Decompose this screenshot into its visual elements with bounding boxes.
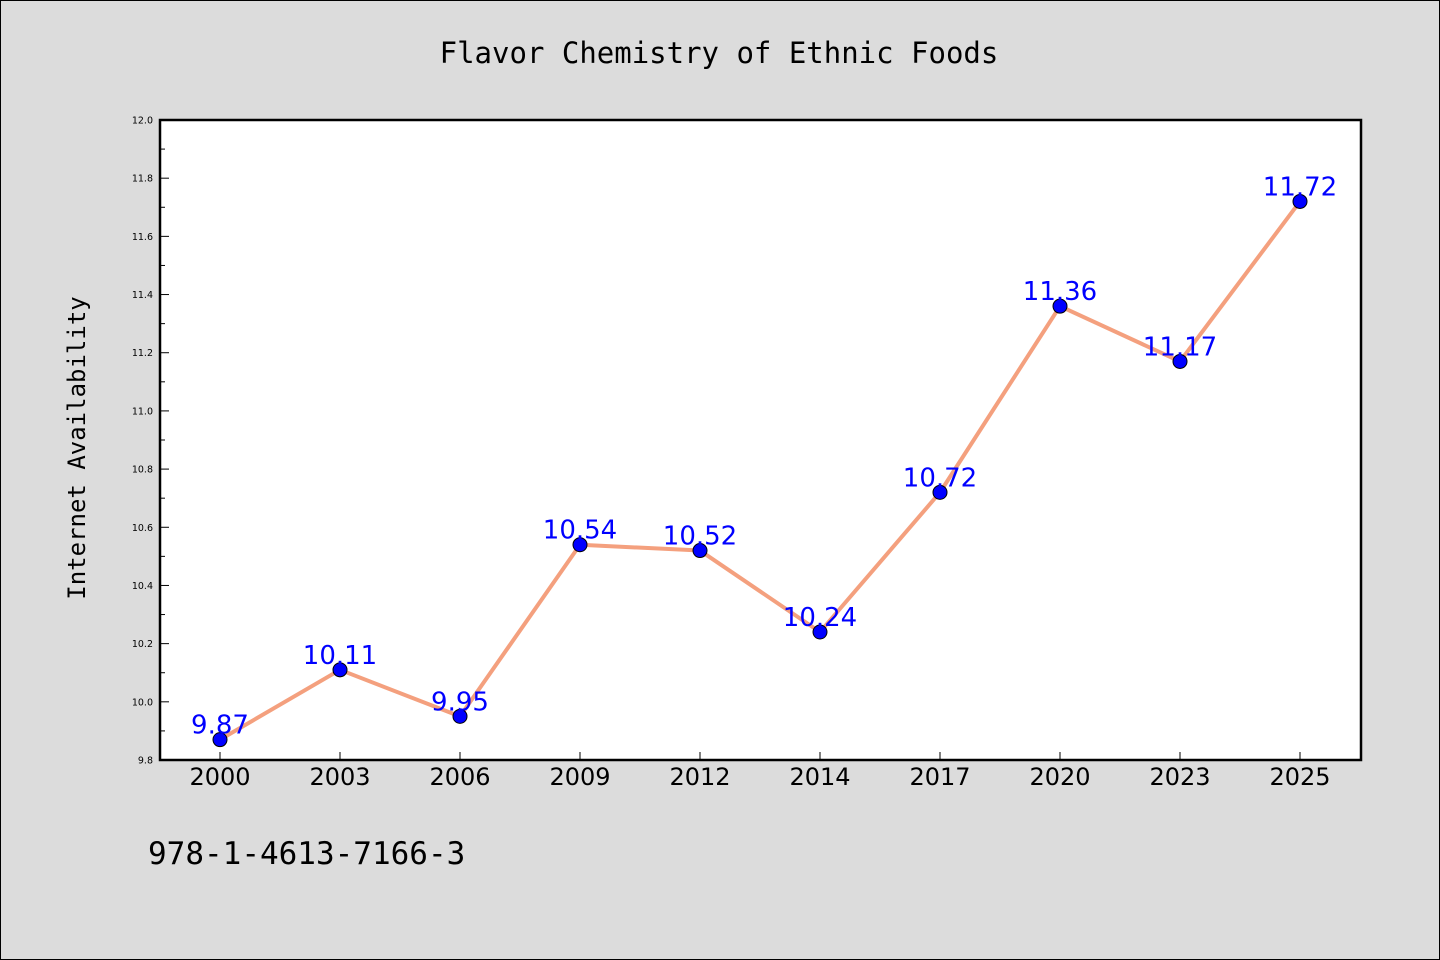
series-line xyxy=(218,200,1302,742)
y-tick-label: 10.0 xyxy=(132,697,153,708)
plot-border xyxy=(158,118,1363,762)
data-label: 10.54 xyxy=(543,516,617,546)
data-label: 9.87 xyxy=(191,711,249,741)
y-tick-label: 10.6 xyxy=(132,523,153,534)
plot-area xyxy=(160,120,1361,760)
data-point xyxy=(1052,298,1068,314)
data-label: 10.24 xyxy=(783,603,857,633)
y-tick-label: 10.8 xyxy=(132,465,153,476)
y-tick-label: 11.0 xyxy=(132,406,153,417)
x-tick-label: 2020 xyxy=(1029,763,1090,791)
chart-title: Flavor Chemistry of Ethnic Foods xyxy=(440,36,999,70)
y-tick-label: 11.2 xyxy=(132,348,153,359)
data-label: 10.72 xyxy=(903,463,977,493)
x-tick-label: 2025 xyxy=(1269,763,1330,791)
axes: 9.8 10.0 10.2 10.4 10.6 10.8 11.0 11.2 11.4 11.6 1… xyxy=(132,116,1363,791)
y-tick-label: 11.4 xyxy=(132,290,153,301)
data-label: 11.36 xyxy=(1023,277,1097,307)
data-label: 11.17 xyxy=(1143,332,1217,362)
y-tick-label: 10.2 xyxy=(132,639,153,650)
data-label: 10.11 xyxy=(303,641,377,671)
y-tick-label: 9.8 xyxy=(138,756,153,767)
series-revenue-line xyxy=(212,193,1308,748)
data-label: 10.52 xyxy=(663,522,737,552)
data-point xyxy=(332,662,348,678)
x-tick-label: 2006 xyxy=(429,763,490,791)
y-tick-label: 11.8 xyxy=(132,174,153,185)
data-point xyxy=(212,732,228,748)
x-tick-label: 2023 xyxy=(1149,763,1210,791)
data-point xyxy=(932,484,948,500)
data-labels: 9.87 10.11 9.95 10.54 10.52 10.24 10.72 11.36 11… xyxy=(191,172,1337,740)
x-tick-label: 2014 xyxy=(789,763,850,791)
x-tick-label: 2012 xyxy=(669,763,730,791)
x-tick-label: 2009 xyxy=(549,763,610,791)
x-tick-label: 2017 xyxy=(909,763,970,791)
data-point xyxy=(1292,193,1308,209)
y-tick-label: 12.0 xyxy=(132,116,153,127)
data-point xyxy=(1172,353,1188,369)
x-tick-label: 2003 xyxy=(309,763,370,791)
footer-isbn: 978-1-4613-7166-3 xyxy=(148,836,465,872)
data-point xyxy=(572,537,588,553)
y-tick-label: 11.6 xyxy=(132,232,153,243)
x-tick-label: 2000 xyxy=(189,763,250,791)
data-label: 11.72 xyxy=(1263,172,1337,202)
y-axis-label: Internet Availability xyxy=(63,296,91,599)
data-point xyxy=(692,543,708,559)
data-label: 9.95 xyxy=(431,687,489,717)
data-point xyxy=(452,708,468,724)
data-point xyxy=(812,624,828,640)
y-tick-label: 10.4 xyxy=(132,581,153,592)
